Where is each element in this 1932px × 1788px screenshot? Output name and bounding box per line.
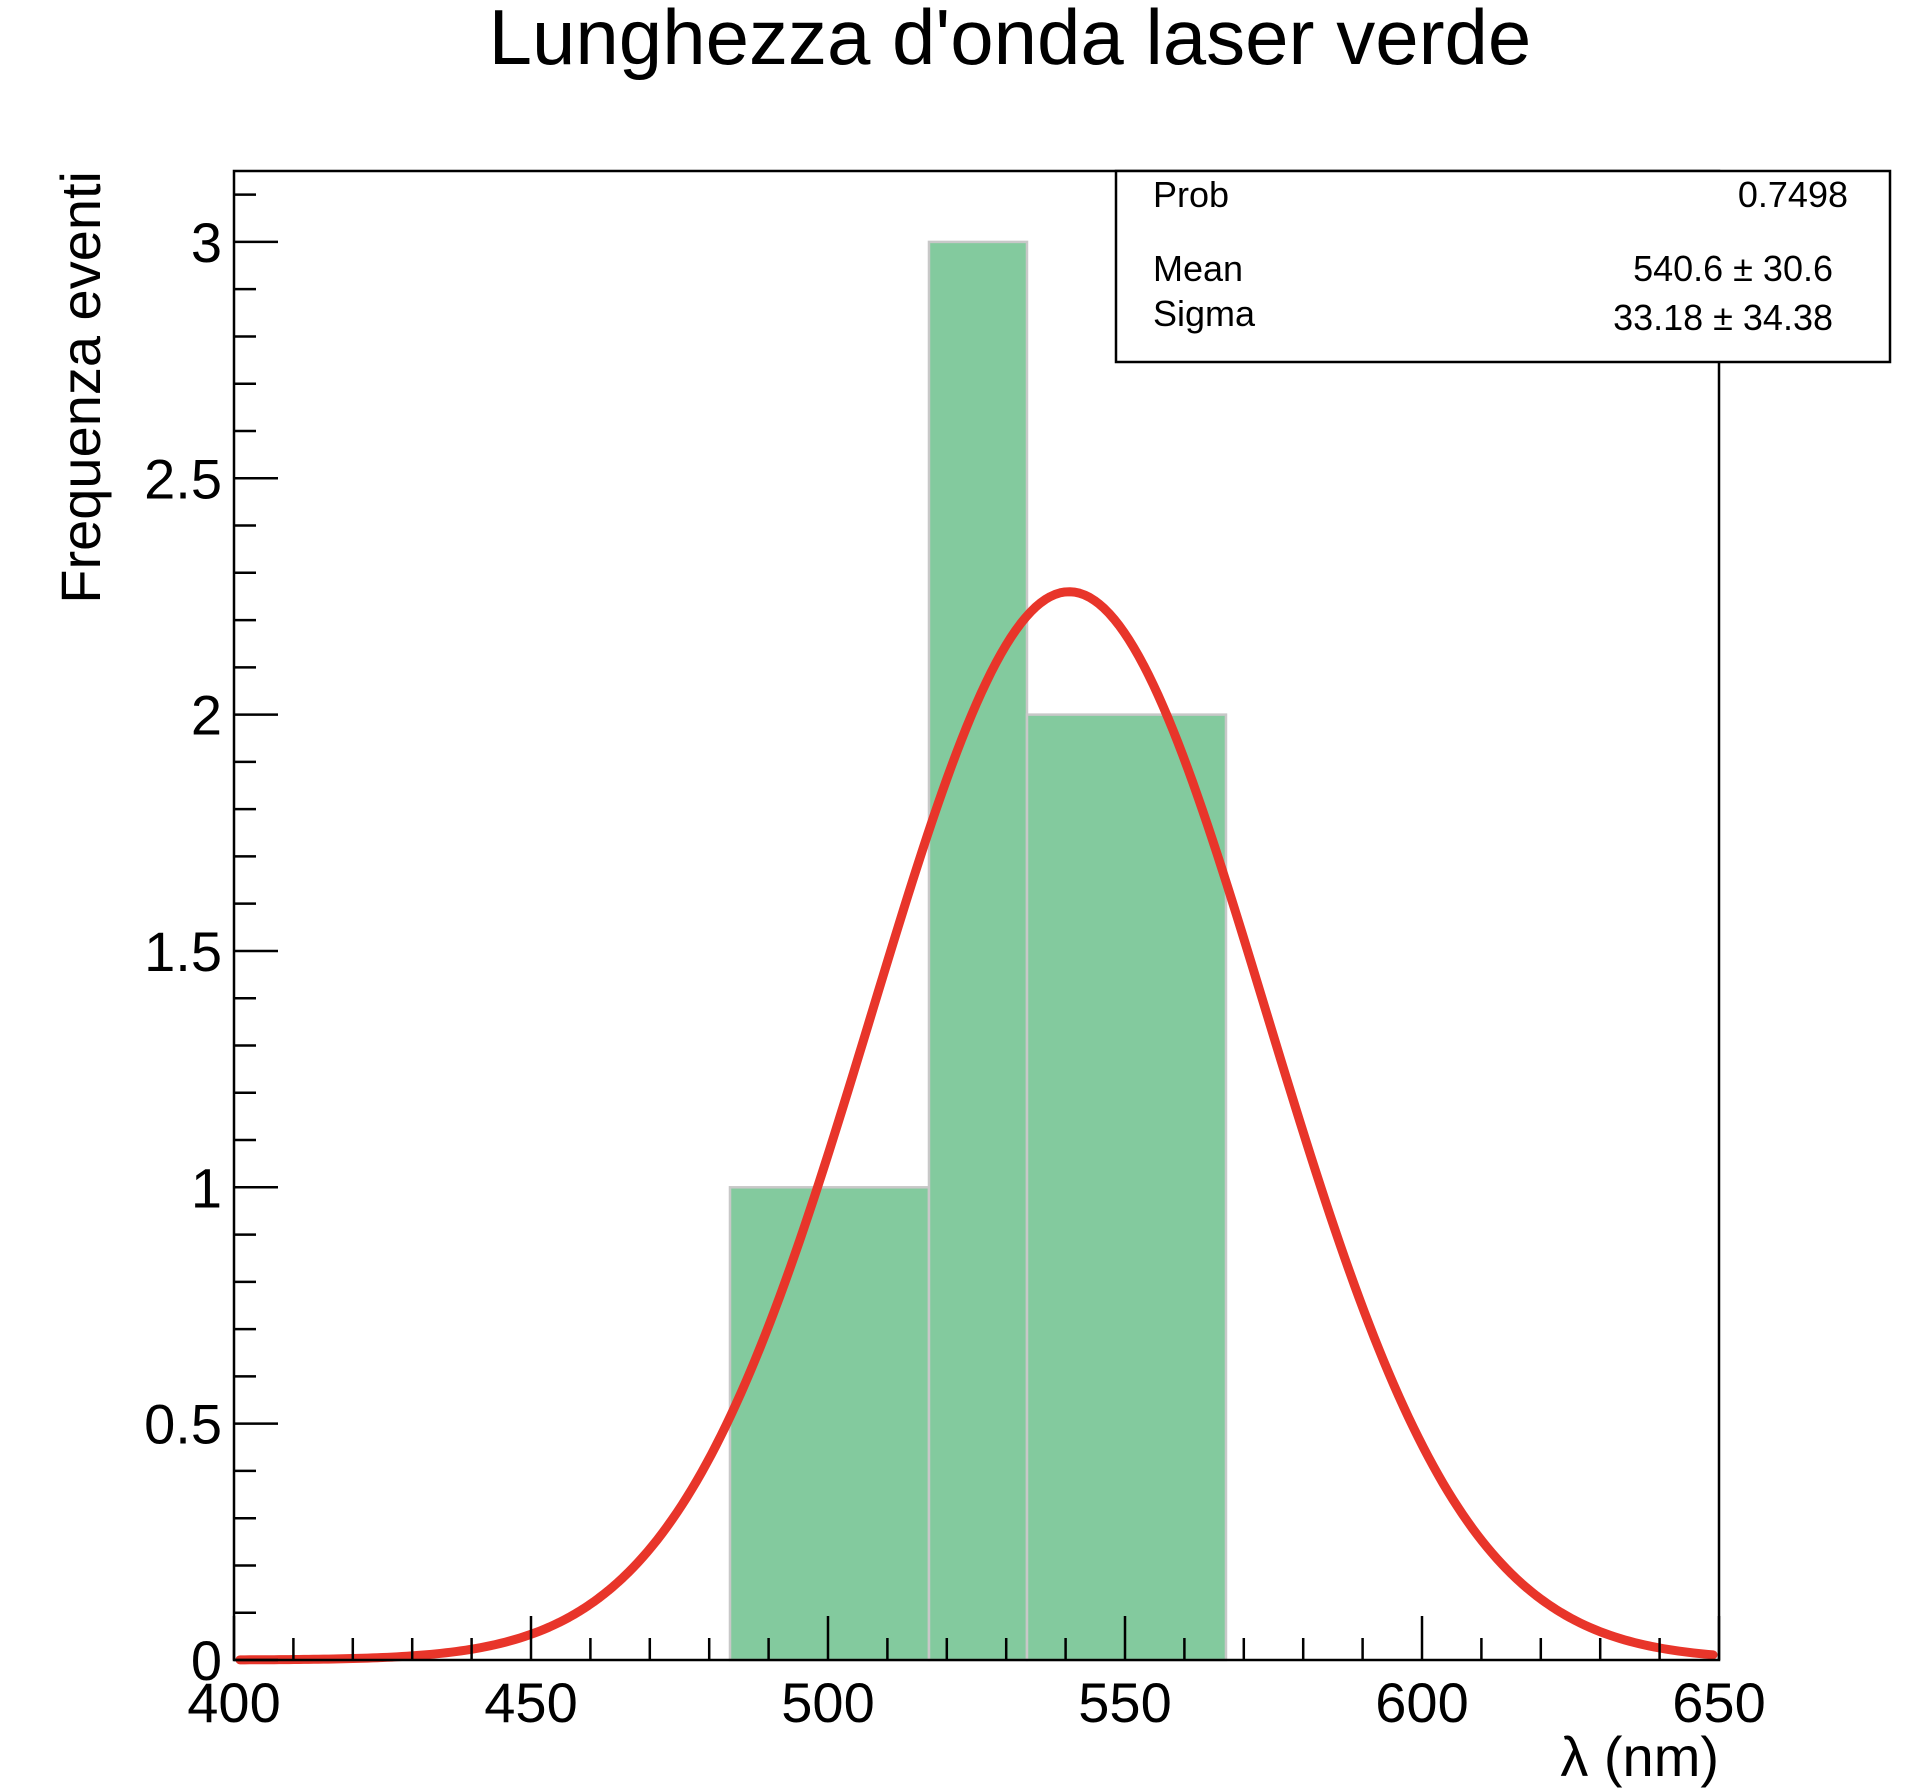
y-tick-label: 0 (191, 1629, 222, 1692)
stats-prob-label: Prob (1153, 174, 1229, 215)
stats-mean-value: 540.6 ± 30.6 (1633, 248, 1833, 289)
y-tick-label: 2.5 (144, 447, 222, 510)
histogram-bars (728, 240, 1228, 1662)
stats-box-frame (1114, 169, 1892, 364)
x-tick-label: 450 (484, 1671, 577, 1734)
histogram-bar (1025, 713, 1228, 1662)
stats-sigma-value: 33.18 ± 34.38 (1613, 297, 1833, 338)
y-tick-label: 1.5 (144, 920, 222, 983)
y-tick-label: 3 (191, 211, 222, 274)
x-axis: 400 450 500 550 600 650 (187, 1616, 1766, 1734)
y-tick-label: 2 (191, 684, 222, 747)
plot-area (235, 240, 1718, 1665)
stats-sigma-label: Sigma (1153, 293, 1256, 334)
histogram-bar (927, 240, 1029, 1662)
y-tick-label: 1 (191, 1156, 222, 1219)
y-axis-label: Frequenza eventi (49, 171, 112, 604)
x-tick-label: 550 (1078, 1671, 1171, 1734)
y-axis: 0 0.5 1 1.5 2 2.5 3 (144, 193, 278, 1692)
gaussian-fit-curve (235, 587, 1718, 1665)
x-tick-label: 400 (187, 1671, 280, 1734)
histogram-bar (728, 1186, 931, 1662)
plot-frame (232, 169, 1721, 1662)
x-axis-label: λ (nm) (1560, 1725, 1719, 1788)
y-tick-label: 0.5 (144, 1393, 222, 1456)
stats-mean-label: Mean (1153, 248, 1243, 289)
x-tick-label: 600 (1375, 1671, 1468, 1734)
fit-stats-box: Prob 0.7498 Mean 540.6 ± 30.6 Sigma 33.1… (1114, 169, 1892, 364)
stats-prob-value: 0.7498 (1738, 174, 1848, 215)
chart-title: Lunghezza d'onda laser verde (489, 0, 1532, 81)
x-tick-label: 500 (781, 1671, 874, 1734)
x-tick-label: 650 (1672, 1671, 1765, 1734)
